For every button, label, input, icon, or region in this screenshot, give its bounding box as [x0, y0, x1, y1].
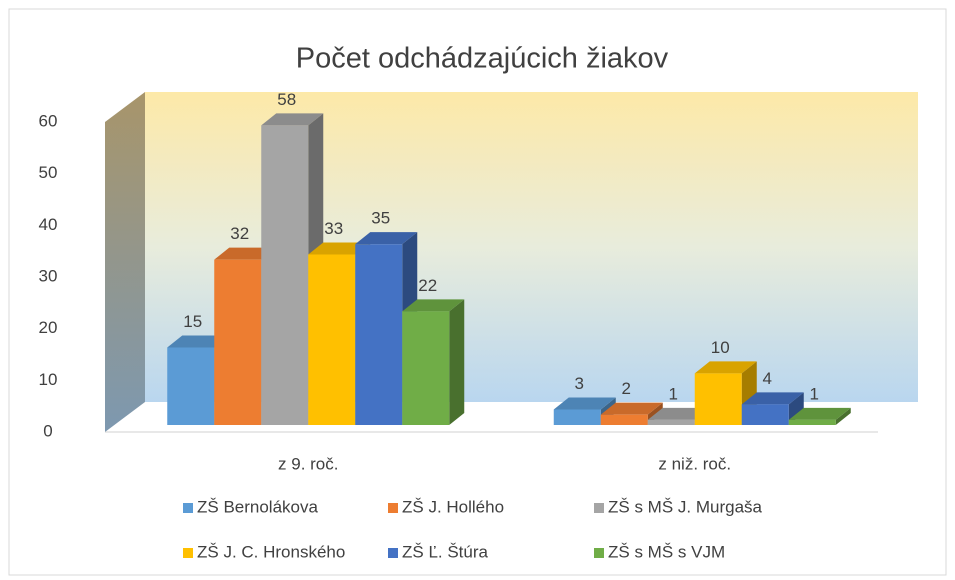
data-label: 22: [418, 276, 437, 295]
bar: [553, 409, 601, 425]
y-tick-label: 0: [43, 421, 52, 440]
data-label: 35: [371, 209, 390, 228]
bar-top: [355, 232, 418, 245]
bar-top: [600, 402, 663, 415]
data-label: 32: [230, 224, 249, 243]
data-label: 15: [183, 312, 202, 331]
bar-top: [741, 392, 804, 405]
bar: [741, 404, 789, 425]
bar: [308, 254, 356, 425]
data-label: 33: [324, 219, 343, 238]
x-tick-label: z 9. roč.: [278, 454, 338, 473]
bar-side: [449, 299, 465, 425]
legend-label: ZŠ J. Hollého: [402, 497, 504, 516]
bar: [355, 244, 403, 425]
bar-top: [553, 397, 616, 410]
bar: [788, 419, 836, 425]
bar: [694, 373, 742, 425]
data-label: 3: [575, 374, 584, 393]
legend-label: ZŠ s MŠ J. Murgaša: [608, 497, 763, 516]
bar-top: [261, 113, 324, 126]
bar: [600, 414, 648, 425]
legend-label: ZŠ s MŠ s VJM: [608, 542, 725, 561]
data-label: 2: [622, 379, 631, 398]
legend-swatch: [388, 503, 398, 513]
legend-swatch: [594, 548, 604, 558]
side-wall: [105, 92, 145, 432]
bar: [647, 419, 695, 425]
bar-top: [402, 299, 465, 312]
legend-swatch: [388, 548, 398, 558]
bar-top: [167, 335, 230, 348]
bar: [167, 347, 215, 425]
legend-swatch: [183, 503, 193, 513]
legend-label: ZŠ Bernolákova: [197, 497, 318, 516]
bar: [214, 259, 262, 425]
bar-top: [647, 407, 710, 420]
data-label: 1: [669, 384, 678, 403]
y-tick-label: 60: [39, 111, 58, 130]
legend-swatch: [594, 503, 604, 513]
legend-label: ZŠ Ľ. Štúra: [402, 542, 489, 561]
bar-side: [835, 407, 851, 425]
data-label: 10: [711, 338, 730, 357]
y-tick-label: 50: [39, 163, 58, 182]
y-tick-label: 10: [39, 370, 58, 389]
chart-title: Počet odchádzajúcich žiakov: [296, 43, 669, 75]
bar: [402, 311, 450, 425]
bar: [261, 125, 309, 425]
y-tick-label: 20: [39, 318, 58, 337]
x-tick-label: z niž. roč.: [658, 454, 731, 473]
data-label: 4: [763, 369, 772, 388]
bar-top: [694, 361, 757, 374]
legend-label: ZŠ J. C. Hronského: [197, 542, 345, 561]
bar-top: [788, 407, 851, 420]
y-tick-label: 40: [39, 215, 58, 234]
data-label: 58: [277, 90, 296, 109]
bar-top: [308, 242, 371, 255]
legend-swatch: [183, 548, 193, 558]
y-tick-label: 30: [39, 266, 58, 285]
data-label: 1: [810, 384, 819, 403]
bar-top: [214, 247, 277, 260]
